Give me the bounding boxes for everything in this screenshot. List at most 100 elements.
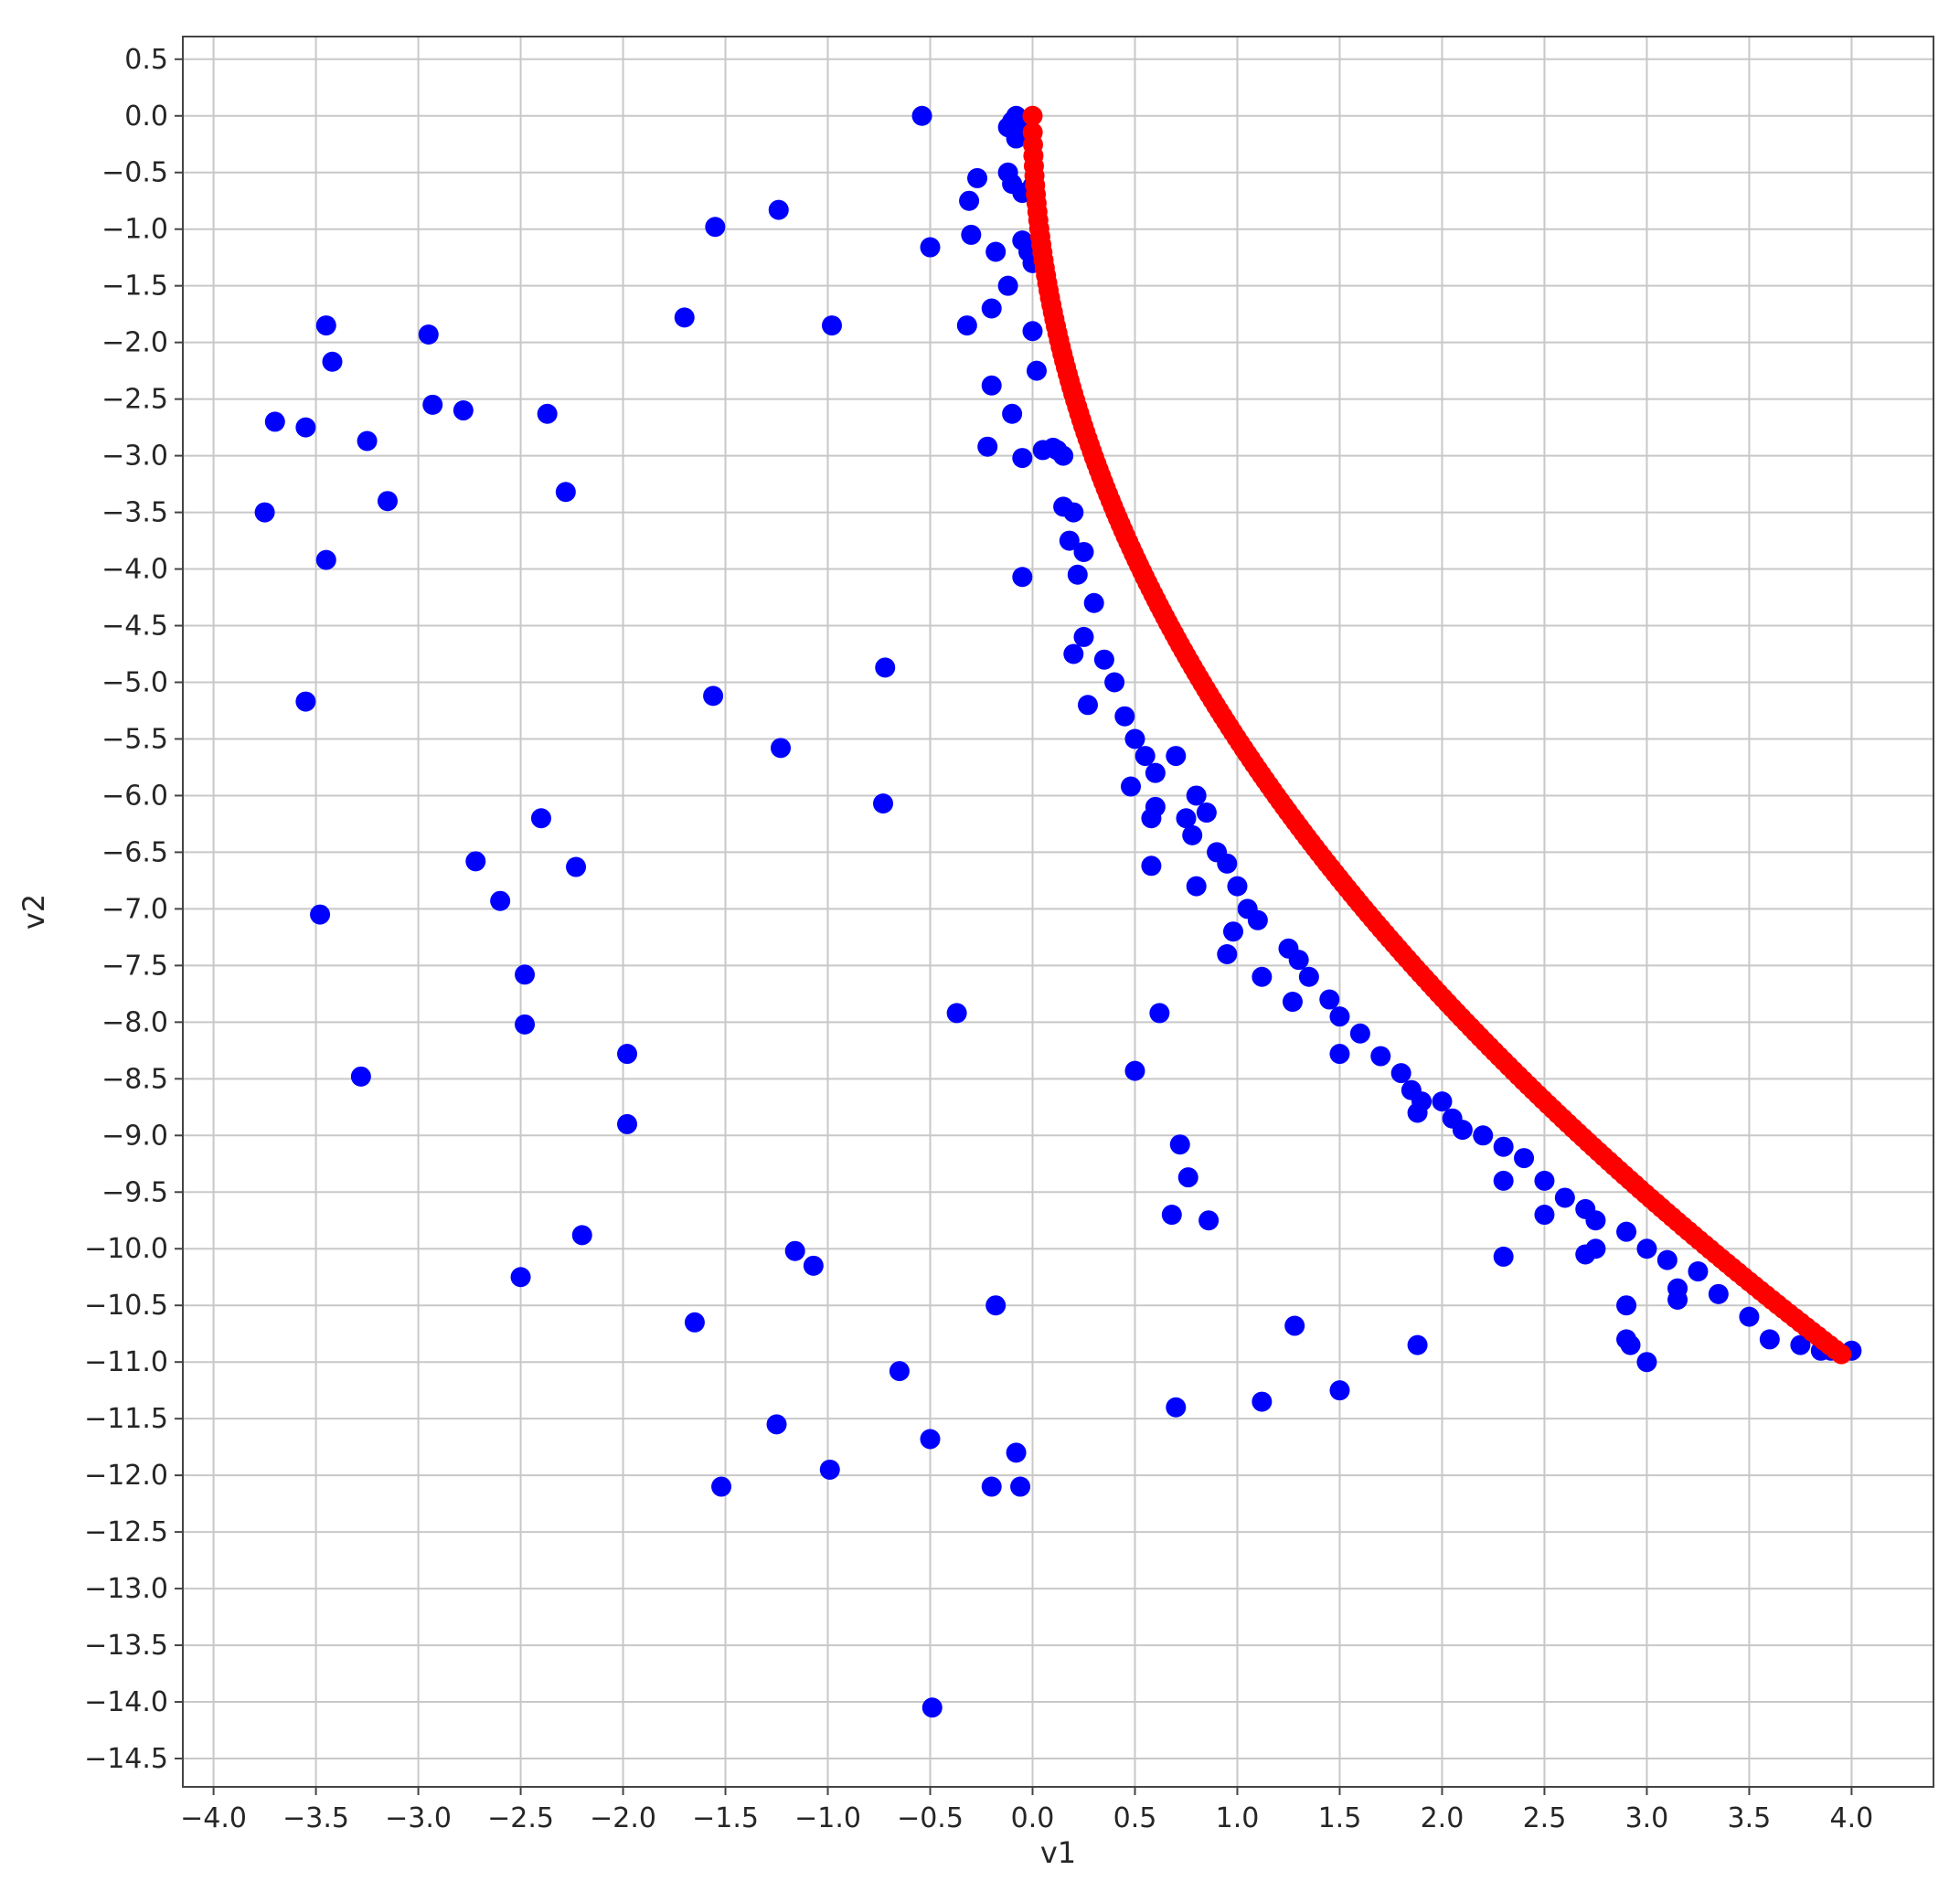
data-point-blue	[1227, 876, 1248, 897]
data-point-blue	[1026, 360, 1047, 381]
data-point-blue	[1083, 592, 1104, 613]
x-tick-label: −2.0	[590, 1802, 656, 1834]
data-point-blue	[1022, 321, 1043, 342]
data-point-blue	[819, 1459, 840, 1480]
data-point-blue	[1063, 643, 1084, 664]
data-point-blue	[1141, 855, 1162, 877]
data-point-red	[1831, 1344, 1852, 1365]
data-point-blue	[310, 904, 331, 925]
y-tick-label: −7.5	[101, 950, 168, 982]
data-point-blue	[1493, 1136, 1514, 1157]
data-point-blue	[1667, 1290, 1688, 1311]
y-tick-label: −9.0	[101, 1120, 168, 1152]
y-tick-label: −4.5	[101, 611, 168, 643]
data-point-blue	[1186, 785, 1207, 806]
data-point-blue	[1616, 1221, 1637, 1242]
data-point-blue	[515, 1014, 536, 1035]
data-point-blue	[264, 411, 285, 432]
data-point-blue	[1176, 808, 1197, 829]
data-point-blue	[1186, 876, 1207, 897]
data-point-blue	[1166, 1397, 1187, 1418]
y-tick-label: −10.0	[84, 1233, 168, 1265]
x-tick-label: −3.5	[282, 1802, 349, 1834]
data-point-blue	[350, 1066, 371, 1087]
data-point-blue	[1708, 1283, 1729, 1304]
data-point-blue	[1002, 403, 1023, 424]
data-point-blue	[617, 1113, 638, 1134]
data-point-blue	[490, 890, 511, 911]
y-tick-label: −8.5	[101, 1063, 168, 1095]
y-tick-label: −14.0	[84, 1686, 168, 1718]
data-point-blue	[1636, 1238, 1657, 1259]
data-point-blue	[555, 482, 576, 503]
data-point-blue	[422, 394, 443, 415]
data-point-blue	[911, 105, 932, 126]
y-tick-label: −5.0	[101, 667, 168, 699]
data-point-blue	[1073, 626, 1094, 647]
data-point-blue	[1688, 1261, 1709, 1282]
data-point-blue	[711, 1476, 732, 1497]
data-point-blue	[985, 241, 1007, 262]
data-point-blue	[1319, 989, 1340, 1010]
y-tick-label: −13.5	[84, 1630, 168, 1662]
y-tick-label: 0.0	[124, 101, 168, 133]
data-point-blue	[1063, 502, 1084, 523]
data-point-blue	[1145, 762, 1166, 783]
data-point-blue	[1182, 824, 1203, 845]
data-point-blue	[418, 324, 439, 345]
x-tick-label: −1.5	[692, 1802, 759, 1834]
data-point-blue	[920, 237, 941, 258]
data-point-blue	[357, 430, 378, 452]
y-tick-label: −7.0	[101, 893, 168, 925]
data-point-blue	[1739, 1306, 1760, 1327]
data-point-blue	[530, 808, 551, 829]
x-tick-label: −1.0	[794, 1802, 861, 1834]
data-point-blue	[1493, 1170, 1514, 1191]
data-point-blue	[1452, 1120, 1473, 1141]
data-point-blue	[571, 1225, 592, 1246]
data-point-blue	[875, 657, 896, 678]
data-point-blue	[515, 964, 536, 985]
data-point-blue	[1288, 950, 1309, 971]
data-point-blue	[315, 315, 336, 336]
data-point-blue	[981, 375, 1002, 396]
data-point-blue	[1104, 672, 1125, 693]
data-point-blue	[1329, 1380, 1350, 1401]
data-point-blue	[1145, 796, 1166, 817]
y-tick-label: −6.0	[101, 780, 168, 812]
x-tick-label: −4.0	[180, 1802, 247, 1834]
data-point-blue	[1473, 1125, 1494, 1146]
data-point-blue	[1149, 1003, 1170, 1024]
data-point-blue	[1077, 695, 1098, 716]
x-tick-label: −2.5	[487, 1802, 554, 1834]
data-point-blue	[873, 793, 893, 814]
x-tick-label: 1.5	[1318, 1802, 1362, 1834]
data-point-blue	[1493, 1246, 1514, 1267]
data-point-blue	[768, 199, 789, 220]
x-tick-label: 1.0	[1216, 1802, 1260, 1834]
data-point-blue	[674, 307, 695, 328]
data-point-blue	[946, 1003, 967, 1024]
data-point-blue	[254, 502, 275, 523]
data-point-blue	[1223, 921, 1243, 942]
x-tick-label: −3.0	[385, 1802, 452, 1834]
data-point-blue	[1282, 992, 1303, 1013]
data-point-blue	[1759, 1329, 1780, 1350]
x-axis-label: v1	[1040, 1835, 1076, 1870]
y-tick-label: −10.5	[84, 1290, 168, 1322]
data-point-blue	[1124, 1060, 1145, 1081]
data-point-blue	[1169, 1134, 1190, 1155]
data-point-blue	[1790, 1334, 1811, 1355]
data-point-blue	[967, 167, 988, 188]
data-point-blue	[537, 403, 558, 424]
y-tick-label: −6.5	[101, 836, 168, 868]
data-point-red	[1022, 105, 1043, 126]
data-point-blue	[1329, 1044, 1350, 1065]
data-point-blue	[766, 1414, 787, 1435]
data-point-blue	[465, 851, 486, 872]
data-point-blue	[920, 1429, 941, 1450]
data-point-blue	[822, 315, 843, 336]
data-point-blue	[1217, 943, 1238, 964]
data-point-blue	[1053, 445, 1074, 466]
